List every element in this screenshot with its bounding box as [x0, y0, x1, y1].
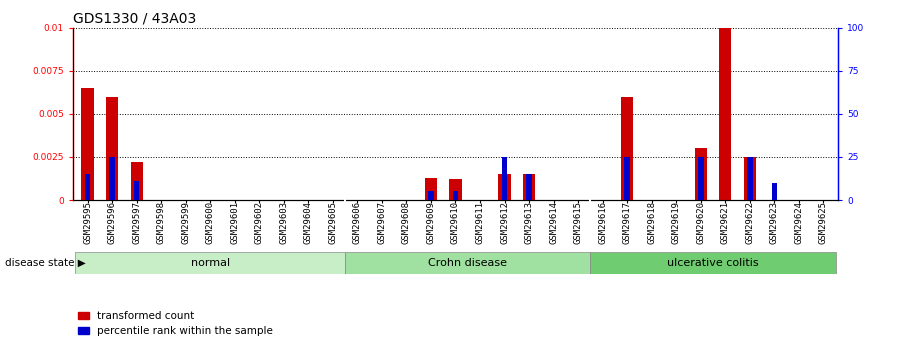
Bar	[694, 148, 707, 200]
Text: GSM29621: GSM29621	[721, 201, 730, 244]
Text: GSM29606: GSM29606	[353, 201, 362, 244]
Bar	[719, 28, 732, 200]
Text: GSM29608: GSM29608	[402, 201, 411, 244]
Text: GSM29618: GSM29618	[647, 201, 656, 244]
Text: Crohn disease: Crohn disease	[428, 258, 507, 268]
Text: GSM29609: GSM29609	[426, 201, 435, 244]
Text: disease state ▶: disease state ▶	[5, 258, 86, 268]
Text: GSM29617: GSM29617	[623, 201, 631, 244]
Text: GSM29598: GSM29598	[157, 201, 166, 244]
Bar	[621, 97, 633, 200]
Text: GSM29602: GSM29602	[255, 201, 264, 244]
Bar	[498, 174, 511, 200]
Text: GSM29623: GSM29623	[770, 201, 779, 244]
Bar	[85, 174, 90, 200]
Text: GSM29615: GSM29615	[574, 201, 583, 244]
Bar	[76, 252, 345, 274]
Bar	[747, 157, 752, 200]
Text: GSM29614: GSM29614	[549, 201, 558, 244]
Text: GSM29595: GSM29595	[83, 201, 92, 244]
Text: GSM29604: GSM29604	[304, 201, 312, 244]
Bar	[109, 157, 115, 200]
Text: GSM29622: GSM29622	[745, 201, 754, 244]
Text: GSM29619: GSM29619	[671, 201, 681, 244]
Bar	[449, 179, 462, 200]
Bar	[81, 88, 94, 200]
Legend: transformed count, percentile rank within the sample: transformed count, percentile rank withi…	[78, 311, 272, 336]
Text: GSM29616: GSM29616	[599, 201, 607, 244]
Text: GSM29599: GSM29599	[181, 201, 190, 244]
Text: GSM29611: GSM29611	[476, 201, 485, 244]
Text: GSM29601: GSM29601	[230, 201, 240, 244]
Bar	[743, 157, 756, 200]
Text: GSM29624: GSM29624	[794, 201, 804, 244]
Bar	[590, 252, 835, 274]
Text: GSM29603: GSM29603	[280, 201, 288, 244]
Text: ulcerative colitis: ulcerative colitis	[667, 258, 759, 268]
Bar	[106, 97, 118, 200]
Text: GSM29600: GSM29600	[206, 201, 215, 244]
Bar	[698, 157, 703, 200]
Text: GDS1330 / 43A03: GDS1330 / 43A03	[73, 11, 196, 25]
Bar	[425, 178, 437, 200]
Bar	[134, 181, 139, 200]
Text: GSM29612: GSM29612	[500, 201, 509, 244]
Bar	[345, 252, 590, 274]
Bar	[772, 183, 777, 200]
Text: GSM29605: GSM29605	[328, 201, 337, 244]
Bar	[624, 157, 630, 200]
Bar	[428, 191, 434, 200]
Bar	[453, 191, 458, 200]
Text: GSM29597: GSM29597	[132, 201, 141, 244]
Text: GSM29625: GSM29625	[819, 201, 828, 244]
Bar	[502, 157, 507, 200]
Bar	[527, 174, 532, 200]
Text: GSM29613: GSM29613	[525, 201, 534, 244]
Text: GSM29607: GSM29607	[377, 201, 386, 244]
Bar	[523, 174, 536, 200]
Text: normal: normal	[190, 258, 230, 268]
Bar	[130, 162, 143, 200]
Text: GSM29610: GSM29610	[451, 201, 460, 244]
Text: GSM29596: GSM29596	[107, 201, 117, 244]
Text: GSM29620: GSM29620	[696, 201, 705, 244]
